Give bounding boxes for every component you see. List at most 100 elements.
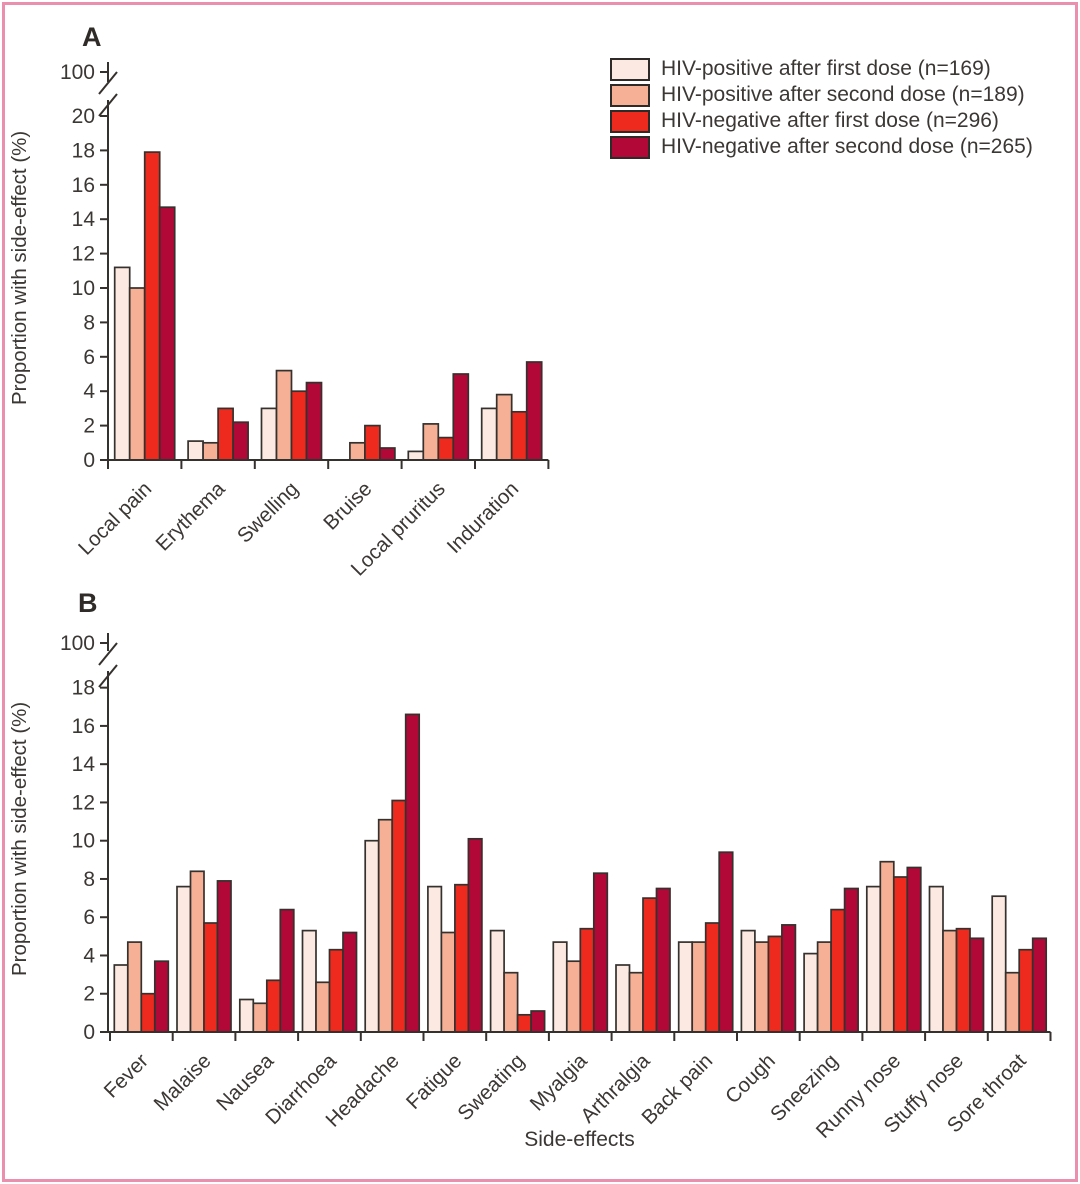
y-tick-label: 100 <box>60 632 95 655</box>
panel-a-label: A <box>82 22 102 52</box>
bar <box>305 381 323 461</box>
bar <box>279 908 295 1033</box>
legend-item-label: HIV-negative after first dose (n=296) <box>661 109 999 132</box>
y-tick-label: 16 <box>72 174 95 197</box>
legend-swatch-icon <box>610 57 650 81</box>
bar <box>364 424 381 461</box>
bar <box>552 941 568 1033</box>
bar <box>704 922 721 1033</box>
bar <box>628 971 644 1033</box>
category-label: Induration <box>442 477 523 558</box>
category-label: Sweating <box>453 1049 529 1125</box>
bar <box>1004 971 1021 1033</box>
category-label: Malaise <box>149 1049 215 1115</box>
bar <box>677 941 694 1033</box>
bar <box>740 929 756 1033</box>
bar <box>525 361 543 461</box>
y-tick-label: 0 <box>83 1021 95 1044</box>
bar <box>767 935 783 1033</box>
category-label: Local pain <box>74 477 156 559</box>
y-tick-label: 2 <box>83 415 95 438</box>
bar <box>781 924 797 1033</box>
axis-break-icon <box>98 664 118 688</box>
legend-swatch-icon <box>610 135 650 159</box>
bar <box>158 206 176 461</box>
bar <box>816 941 832 1033</box>
bar <box>379 447 396 461</box>
y-tick-label: 100 <box>60 61 95 84</box>
legend-item: HIV-positive after second dose (n=189) <box>610 82 1033 108</box>
y-tick-label: 2 <box>83 983 95 1006</box>
bar <box>503 971 519 1033</box>
x-axis-label: Side-effects <box>524 1128 635 1151</box>
bar <box>407 450 425 461</box>
bar <box>642 897 658 1033</box>
bar <box>187 440 204 461</box>
y-tick-label: 18 <box>72 677 95 700</box>
legend-swatch-icon <box>610 109 650 133</box>
bar <box>113 266 131 461</box>
bar <box>143 151 161 461</box>
bar <box>377 818 394 1033</box>
bar <box>615 964 631 1033</box>
bar <box>579 927 595 1033</box>
y-tick-label: 14 <box>72 753 96 776</box>
y-tick-label: 8 <box>83 868 95 891</box>
bar <box>969 937 985 1033</box>
bar <box>906 866 922 1033</box>
bar <box>328 948 344 1033</box>
bar <box>349 441 366 461</box>
y-tick-label: 12 <box>72 243 95 266</box>
axis-break-icon <box>98 71 118 95</box>
legend: HIV-positive after first dose (n=169) HI… <box>610 56 1033 160</box>
legend-item: HIV-negative after second dose (n=265) <box>610 134 1033 160</box>
bar <box>275 369 293 461</box>
bar <box>454 883 470 1033</box>
bar <box>113 964 129 1033</box>
legend-item-label: HIV-negative after second dose (n=265) <box>661 135 1033 158</box>
bar <box>440 931 456 1033</box>
bar <box>489 929 505 1033</box>
y-tick-label: 0 <box>83 449 95 472</box>
axis-break-icon <box>98 93 118 117</box>
bar <box>991 895 1007 1033</box>
bar <box>203 922 219 1033</box>
bar <box>892 876 909 1033</box>
bar <box>176 885 192 1033</box>
y-tick-label: 18 <box>72 139 95 162</box>
bar <box>252 1002 268 1033</box>
category-label: Erythema <box>151 477 230 556</box>
y-tick-label: 14 <box>72 208 96 231</box>
category-label: Fever <box>100 1049 153 1102</box>
bar <box>364 839 380 1033</box>
y-tick-label: 12 <box>72 791 95 814</box>
y-tick-label: 16 <box>72 715 95 738</box>
bar <box>516 1013 532 1033</box>
bar <box>879 860 895 1033</box>
bar <box>1031 937 1048 1033</box>
bar <box>754 941 770 1033</box>
category-label: Bruise <box>319 477 376 534</box>
bar <box>153 960 170 1033</box>
bar <box>404 713 421 1033</box>
bar <box>843 887 859 1033</box>
bar <box>495 393 513 461</box>
y-tick-label: 20 <box>72 105 95 128</box>
axis-break-icon <box>98 642 118 666</box>
bar <box>217 407 234 461</box>
legend-item-label: HIV-positive after second dose (n=189) <box>661 83 1025 106</box>
bar <box>128 287 146 461</box>
bar <box>480 407 498 461</box>
legend-item: HIV-positive after first dose (n=169) <box>610 56 1033 82</box>
bar <box>126 941 143 1033</box>
y-tick-label: 4 <box>83 944 95 967</box>
bar <box>865 885 882 1033</box>
category-label: Cough <box>721 1049 780 1108</box>
bar <box>301 929 317 1033</box>
bar <box>718 851 734 1033</box>
bar <box>260 407 278 461</box>
bar <box>655 887 671 1033</box>
bar <box>238 998 255 1033</box>
bar <box>216 880 232 1033</box>
